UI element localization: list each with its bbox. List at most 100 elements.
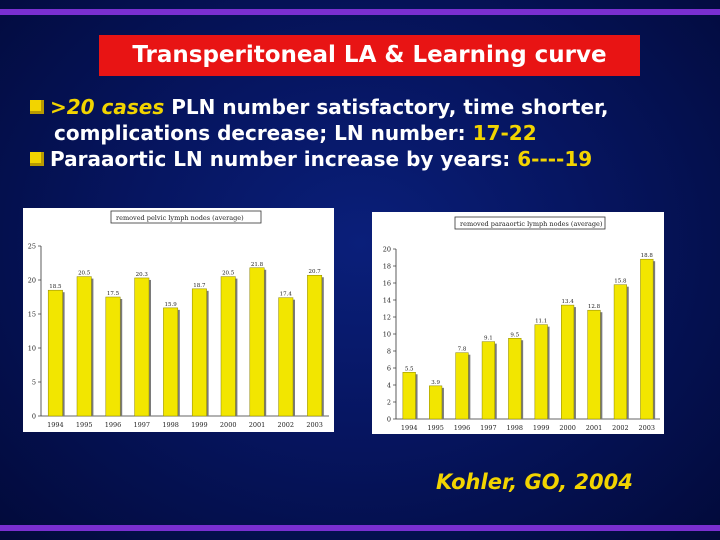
data-label: 21.8 bbox=[251, 262, 264, 268]
data-label: 18.7 bbox=[193, 283, 206, 289]
data-label: 9.1 bbox=[484, 336, 493, 342]
bar bbox=[163, 307, 179, 417]
x-tick-label: 2002 bbox=[612, 424, 629, 432]
bullet-item-2: Paraaortic LN number increase by years: … bbox=[30, 146, 710, 172]
pelvic-lymph-nodes-chart: removed pelvic lymph nodes (average) 0 5 10… bbox=[23, 208, 334, 432]
data-label: 20.7 bbox=[308, 269, 321, 275]
bar bbox=[220, 276, 236, 417]
bullet-1-cont-text: complications decrease; LN number: bbox=[54, 121, 473, 145]
bullet-2-text: Paraaortic LN number increase by years: bbox=[50, 147, 518, 171]
paraaortic-lymph-nodes-chart: removed paraaortic lymph nodes (average)… bbox=[372, 212, 664, 434]
bar bbox=[429, 385, 443, 420]
bar bbox=[455, 352, 469, 420]
citation: Kohler, GO, 2004 bbox=[436, 470, 633, 494]
bar bbox=[278, 297, 294, 417]
bullet-2-value: 6----19 bbox=[517, 147, 593, 171]
y-tick-label: 14 bbox=[383, 297, 391, 305]
bar bbox=[481, 341, 495, 420]
bar bbox=[613, 284, 627, 420]
y-tick-label: 18 bbox=[383, 263, 391, 271]
x-tick-label: 2002 bbox=[278, 421, 295, 429]
y-tick-label: 8 bbox=[387, 348, 391, 356]
x-tick-label: 1995 bbox=[76, 421, 93, 429]
y-tick-label: 10 bbox=[383, 331, 391, 339]
x-tick-label: 1996 bbox=[105, 421, 122, 429]
y-tick-label: 20 bbox=[383, 246, 391, 254]
x-tick-label: 1997 bbox=[134, 421, 151, 429]
bar bbox=[191, 288, 207, 417]
data-label: 11.1 bbox=[535, 319, 547, 325]
bullet-item-1-continuation: complications decrease; LN number: 17-22 bbox=[30, 120, 710, 146]
y-tick-label: 5 bbox=[32, 379, 36, 387]
chart-title-box bbox=[454, 216, 606, 230]
data-label: 20.5 bbox=[78, 271, 91, 277]
y-tick-label: 10 bbox=[28, 345, 36, 353]
data-label: 13.4 bbox=[561, 299, 574, 305]
y-tick-label: 4 bbox=[387, 382, 391, 390]
bar bbox=[249, 267, 265, 417]
data-label: 3.9 bbox=[431, 380, 440, 386]
y-tick-label: 2 bbox=[387, 399, 391, 407]
y-tick-label: 6 bbox=[387, 365, 391, 373]
y-tick-label: 0 bbox=[32, 413, 36, 421]
y-tick-label: 15 bbox=[28, 311, 36, 319]
y-tick-label: 0 bbox=[387, 416, 391, 424]
data-label: 15.9 bbox=[164, 302, 177, 308]
x-tick-label: 2000 bbox=[559, 424, 576, 432]
x-tick-label: 2001 bbox=[586, 424, 603, 432]
x-tick-label: 1994 bbox=[47, 421, 64, 429]
x-tick-label: 1996 bbox=[454, 424, 471, 432]
bar bbox=[640, 258, 654, 420]
top-accent-band bbox=[0, 9, 720, 15]
bullet-1-text: PLN number satisfactory, time shorter, bbox=[164, 95, 609, 119]
y-tick-label: 20 bbox=[28, 277, 36, 285]
x-tick-label: 2001 bbox=[249, 421, 266, 429]
slide-title-box: Transperitoneal LA & Learning curve bbox=[99, 35, 640, 76]
bar bbox=[508, 338, 522, 420]
x-tick-label: 1995 bbox=[427, 424, 444, 432]
x-tick-label: 1994 bbox=[401, 424, 418, 432]
data-label: 9.5 bbox=[510, 332, 519, 338]
bar bbox=[47, 289, 63, 417]
chart-title: removed pelvic lymph nodes (average) bbox=[116, 214, 244, 222]
data-label: 18.5 bbox=[49, 284, 62, 290]
bar bbox=[76, 276, 92, 417]
data-label: 17.4 bbox=[280, 292, 293, 298]
y-tick-label: 25 bbox=[28, 243, 36, 251]
data-label: 18.8 bbox=[641, 253, 654, 259]
bottom-accent-band bbox=[0, 525, 720, 531]
data-label: 12.8 bbox=[588, 304, 601, 310]
data-label: 20.3 bbox=[136, 272, 149, 278]
chart-title: removed paraaortic lymph nodes (average) bbox=[460, 220, 603, 228]
chart-title-box bbox=[110, 210, 262, 224]
bar bbox=[402, 372, 416, 420]
data-label: 15.8 bbox=[614, 279, 627, 285]
x-tick-label: 2003 bbox=[306, 421, 323, 429]
data-label: 5.5 bbox=[405, 366, 414, 372]
bullet-list: >20 cases PLN number satisfactory, time … bbox=[30, 94, 710, 172]
bar bbox=[134, 277, 150, 417]
bar bbox=[561, 304, 575, 420]
bullet-square-icon bbox=[30, 152, 44, 166]
y-tick-label: 16 bbox=[383, 280, 391, 288]
data-label: 7.8 bbox=[458, 347, 467, 353]
x-tick-label: 2000 bbox=[220, 421, 237, 429]
data-label: 17.5 bbox=[107, 291, 120, 297]
slide-title: Transperitoneal LA & Learning curve bbox=[132, 42, 607, 68]
bullet-1-emphasis: >20 cases bbox=[50, 95, 165, 119]
x-tick-label: 1998 bbox=[507, 424, 524, 432]
bar bbox=[587, 309, 601, 420]
x-tick-label: 2003 bbox=[639, 424, 656, 432]
x-tick-label: 1999 bbox=[533, 424, 550, 432]
bar bbox=[307, 274, 323, 417]
data-label: 20.5 bbox=[222, 271, 235, 277]
bullet-1-cont-value: 17-22 bbox=[472, 121, 537, 145]
bullet-item-1: >20 cases PLN number satisfactory, time … bbox=[30, 94, 710, 120]
x-tick-label: 1998 bbox=[162, 421, 179, 429]
y-tick-label: 12 bbox=[383, 314, 391, 322]
x-tick-label: 1997 bbox=[480, 424, 497, 432]
bullet-square-icon bbox=[30, 100, 44, 114]
bar bbox=[534, 324, 548, 420]
x-tick-label: 1999 bbox=[191, 421, 208, 429]
bar bbox=[105, 296, 121, 417]
